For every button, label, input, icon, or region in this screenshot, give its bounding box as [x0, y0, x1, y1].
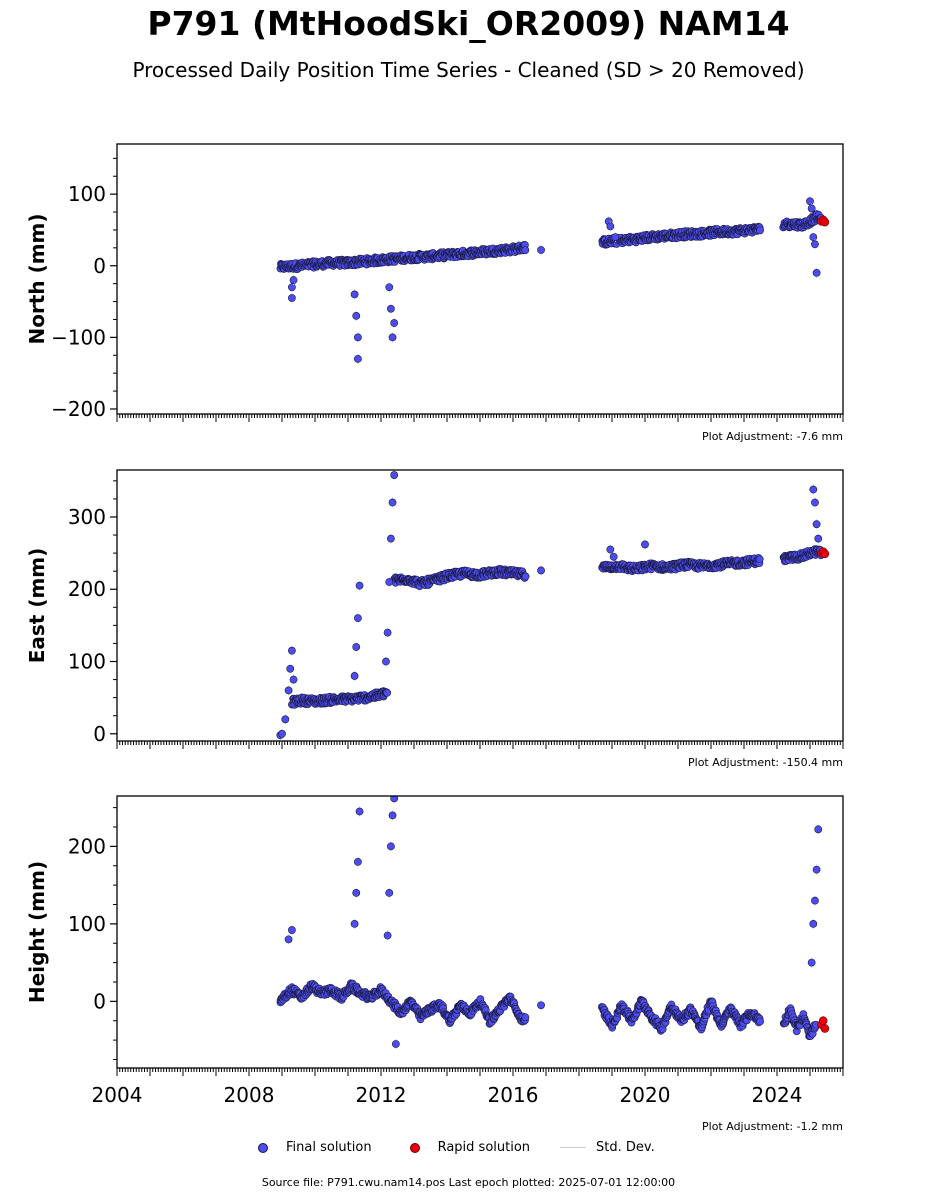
axes-frame: [116, 469, 844, 742]
final-outlier-point: [350, 290, 359, 299]
plot-adjustment-note: Plot Adjustment: -150.4 mm: [688, 756, 843, 769]
final-outlier-point: [812, 269, 821, 277]
final-point: [755, 555, 764, 564]
final-outlier-point: [281, 715, 290, 724]
rapid-point: [820, 549, 830, 559]
chart-subtitle: Processed Daily Position Time Series - C…: [132, 58, 805, 82]
y-tick-label: 0: [93, 254, 106, 278]
final-outlier-point: [355, 581, 364, 590]
final-outlier-point: [807, 204, 816, 213]
final-outlier-point: [814, 534, 823, 543]
final-outlier-point: [286, 664, 295, 673]
y-tick-label: 100: [68, 650, 106, 674]
y-tick-label: 300: [68, 505, 106, 529]
chart-title: P791 (MtHoodSki_OR2009) NAM14: [147, 4, 790, 43]
final-outlier-point: [353, 333, 362, 342]
axes-frame: [116, 143, 844, 415]
panel-east: 0 100 200 300 East (mm) Plot Adjustment: -150…: [25, 469, 844, 769]
final-outlier-point: [537, 566, 545, 575]
final-outlier-point: [383, 628, 392, 637]
final-outlier-point: [350, 672, 359, 680]
final-point: [383, 688, 392, 697]
plot-area: [276, 470, 830, 741]
final-outlier-point: [289, 276, 298, 284]
final-outlier-point: [537, 246, 545, 254]
final-outlier-point: [811, 498, 819, 507]
final-point: [756, 226, 764, 235]
final-outlier-point: [289, 675, 298, 684]
final-outlier-point: [606, 545, 615, 554]
y-tick-label: −100: [51, 325, 106, 349]
panel-north: −200 −100 0 100 North (mm) Plot Adjustment: -…: [25, 143, 844, 443]
final-outlier-point: [388, 333, 397, 342]
final-outlier-point: [390, 471, 399, 479]
final-point: [521, 572, 530, 581]
final-outlier-point: [611, 233, 620, 242]
final-outlier-point: [352, 311, 361, 320]
plot-area: [276, 196, 830, 364]
final-outlier-point: [287, 283, 296, 292]
y-tick-label: −200: [51, 397, 106, 421]
final-outlier-point: [278, 729, 286, 738]
final-outlier-point: [352, 643, 361, 651]
final-outlier-point: [812, 520, 821, 529]
final-outlier-point: [284, 686, 293, 695]
final-outlier-point: [606, 222, 615, 231]
final-point: [521, 246, 530, 255]
y-tick-label: 100: [68, 182, 106, 206]
y-tick-label: 0: [93, 722, 106, 746]
final-outlier-point: [385, 283, 394, 292]
final-outlier-point: [609, 552, 618, 561]
final-outlier-point: [353, 354, 362, 363]
final-outlier-point: [287, 294, 296, 302]
final-outlier-point: [806, 197, 814, 206]
y-axis-label: East (mm): [25, 548, 49, 664]
final-outlier-point: [641, 540, 649, 549]
final-outlier-point: [385, 578, 394, 586]
final-outlier-point: [811, 240, 819, 249]
plot-area: [276, 796, 830, 1049]
final-point: [521, 1013, 530, 1022]
final-outlier-point: [809, 485, 818, 494]
final-outlier-point: [353, 614, 362, 623]
final-outlier-point: [386, 534, 395, 543]
final-outlier-point: [388, 498, 397, 507]
final-outlier-point: [390, 319, 399, 327]
y-axis-label: North (mm): [25, 213, 49, 344]
final-outlier-point: [386, 304, 395, 313]
final-outlier-point: [382, 657, 390, 666]
final-outlier-point: [809, 233, 818, 242]
y-tick-label: 200: [68, 577, 106, 601]
plot-adjustment-note: Plot Adjustment: -7.6 mm: [702, 430, 843, 443]
rapid-point: [820, 217, 830, 227]
final-outlier-point: [287, 646, 296, 655]
